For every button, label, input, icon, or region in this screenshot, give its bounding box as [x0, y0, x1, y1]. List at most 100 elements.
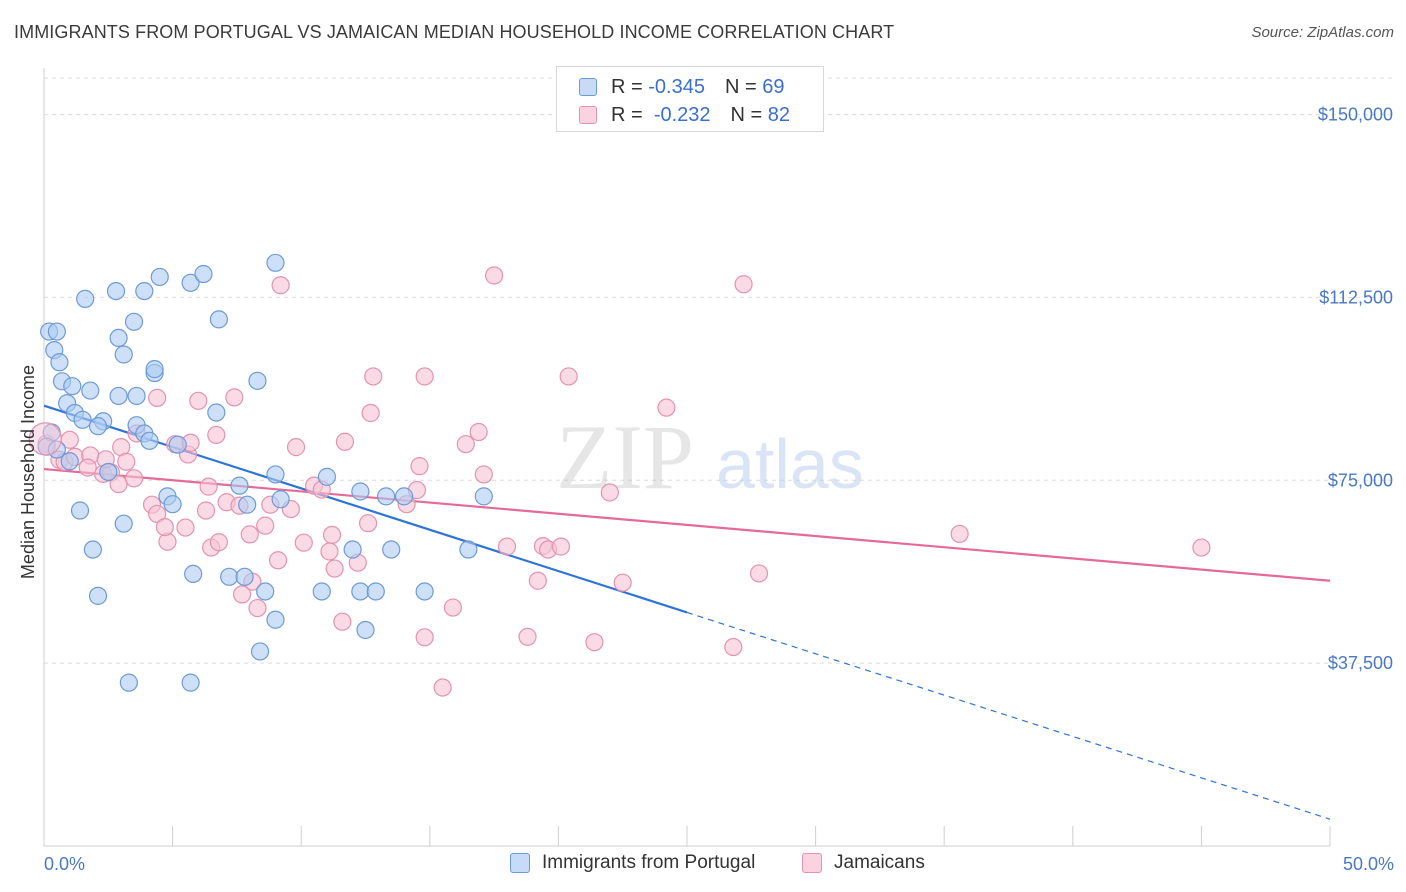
- legend-row-blue: R = -0.345 N = 69: [579, 75, 784, 99]
- pink-point-80: [320, 542, 339, 561]
- blue-point-56: [181, 273, 200, 292]
- pink-point-37: [271, 276, 290, 295]
- pink-point-59: [474, 465, 493, 484]
- blue-point-41: [235, 567, 254, 586]
- pink-point-50: [361, 403, 380, 423]
- blue-point-62: [266, 253, 285, 272]
- bottom-legend-label-blue: Immigrants from Portugal: [542, 852, 756, 873]
- blue-point-7: [81, 381, 100, 400]
- blue-point-1: [47, 322, 66, 341]
- pink-point-22: [189, 391, 208, 410]
- blue-point-59: [135, 281, 154, 301]
- pink-point-79: [232, 585, 252, 604]
- blue-point-3: [50, 353, 69, 372]
- blue-point-67: [207, 403, 226, 422]
- blue-point-28: [474, 487, 493, 506]
- blue-point-25: [351, 482, 370, 501]
- pink-point-55: [433, 678, 452, 697]
- pink-point-34: [256, 516, 275, 535]
- axes: [43, 68, 1331, 847]
- legend-r-label: R =: [611, 75, 643, 98]
- pink-point-31: [240, 525, 259, 544]
- blue-point-13: [88, 417, 108, 436]
- pink-point-46: [335, 432, 355, 451]
- y-axis-label: Median Household Income: [18, 365, 38, 579]
- bottom-legend-swatch-blue: [510, 853, 530, 873]
- bottom-legend-blue: Immigrants from Portugal: [510, 852, 755, 874]
- blue-point-68: [248, 371, 267, 390]
- pink-point-49: [364, 367, 383, 386]
- chart-title: IMMIGRANTS FROM PORTUGAL VS JAMAICAN MED…: [14, 22, 895, 42]
- blue-point-30: [271, 490, 290, 509]
- blue-point-66: [145, 360, 164, 379]
- blue-point-27: [394, 487, 414, 506]
- blue-point-58: [106, 281, 126, 301]
- blue-point-18: [60, 452, 79, 471]
- pink-trend-line: [43, 467, 1331, 582]
- pink-point-26: [207, 425, 226, 445]
- blue-point-19: [140, 431, 159, 450]
- pink-point-43: [322, 525, 342, 544]
- blue-point-9: [127, 386, 146, 406]
- x-tick-label-0: 0.0%: [44, 854, 85, 874]
- legend-swatch-blue: [579, 78, 597, 96]
- legend-n-label: N =: [730, 103, 763, 126]
- pink-point-63: [528, 571, 547, 590]
- y-tick-label-1: $75,000: [1328, 470, 1393, 490]
- legend-n-label: N =: [724, 75, 757, 98]
- watermark-zip: ZIP: [556, 406, 694, 508]
- pink-point-45: [333, 612, 352, 631]
- blue-point-34: [114, 514, 133, 533]
- blue-point-63: [209, 310, 228, 329]
- y-tick-label-2: $112,500: [1319, 287, 1393, 307]
- pink-point-27: [209, 533, 228, 552]
- blue-point-38: [459, 540, 478, 559]
- legend-n-value: 82: [767, 103, 791, 126]
- blue-point-39: [184, 564, 203, 584]
- blue-point-31: [163, 495, 182, 514]
- pink-point-12: [117, 452, 136, 471]
- blue-point-24: [317, 467, 337, 486]
- blue-point-35: [83, 540, 102, 559]
- blue-trend-extension: [686, 611, 1331, 820]
- pink-point-19: [176, 518, 195, 537]
- pink-point-73: [734, 275, 753, 294]
- blue-point-52: [250, 642, 270, 661]
- pink-point-56: [443, 598, 463, 617]
- pink-point-70: [613, 573, 632, 592]
- blue-point-20: [168, 435, 187, 454]
- pink-point-75: [950, 524, 969, 544]
- legend-r-label: R =: [611, 103, 643, 126]
- axis-labels: $37,500 $75,000 $112,500 $150,000 0.0% 50.0% M…: [18, 105, 1394, 874]
- pink-point-36: [268, 551, 288, 570]
- blue-point-47: [88, 586, 108, 605]
- blue-point-44: [351, 582, 370, 601]
- pink-point-24: [199, 477, 218, 496]
- pink-point-76: [1192, 538, 1211, 557]
- pink-point-53: [415, 367, 434, 386]
- blue-point-5: [63, 377, 82, 396]
- pink-point-57: [456, 435, 475, 454]
- blue-point-57: [76, 289, 95, 308]
- blue-point-51: [181, 673, 200, 692]
- pink-point-54: [415, 628, 434, 647]
- blue-point-21: [99, 462, 118, 482]
- y-tick-label-0: $37,500: [1328, 653, 1393, 673]
- blue-point-32: [238, 495, 257, 514]
- pink-point-39: [286, 438, 306, 457]
- legend-n-value: 69: [762, 75, 785, 98]
- legend-r-value: -0.345: [648, 75, 705, 98]
- pink-point-60: [485, 266, 504, 285]
- blue-point-49: [356, 620, 375, 640]
- pink-point-58: [469, 422, 488, 442]
- pink-point-5: [78, 458, 97, 477]
- legend-swatch-pink: [579, 106, 597, 124]
- blue-point-37: [382, 540, 401, 559]
- pink-point-40: [294, 533, 313, 552]
- blue-point-45: [366, 582, 385, 601]
- blue-point-26: [376, 487, 396, 506]
- pink-point-33: [248, 598, 267, 618]
- legend-row-pink: R = -0.232 N = 82: [579, 103, 790, 127]
- blue-point-42: [256, 582, 275, 601]
